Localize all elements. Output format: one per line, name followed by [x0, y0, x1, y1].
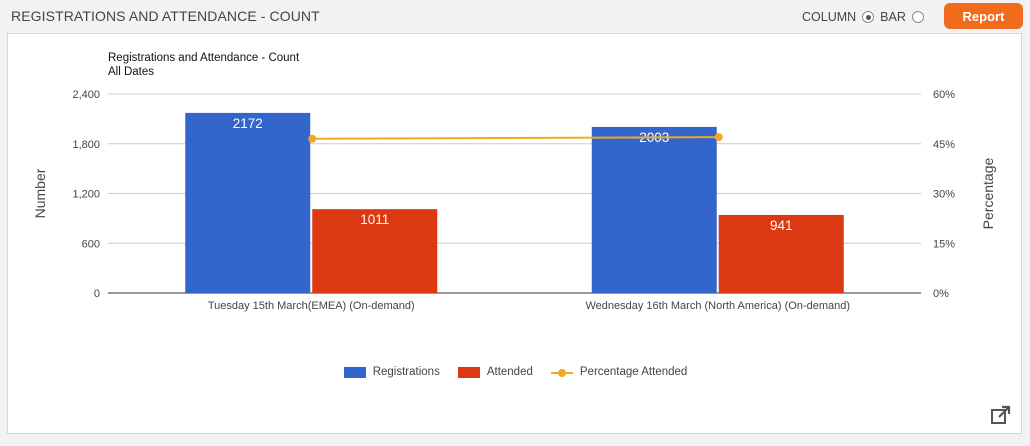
y2-tick-label: 45%	[933, 139, 955, 151]
line-point	[308, 134, 317, 143]
x-tick-label: Tuesday 15th March(EMEA) (On-demand)	[208, 300, 415, 312]
chart-subtitle: All Dates	[108, 66, 155, 78]
y-tick-label: 600	[82, 238, 100, 250]
legend-swatch	[550, 367, 573, 378]
bar-registrations	[185, 112, 311, 293]
legend-swatch	[457, 366, 480, 378]
report-button[interactable]: Report	[944, 3, 1023, 29]
bar-label: BAR	[880, 10, 906, 24]
chart-svg: 0 0% 600 15% 1,200 30% 1,800 45% 2,400 60% Number P…	[32, 89, 996, 312]
y2-axis-title: Percentage	[980, 157, 996, 229]
y-tick-label: 1,800	[72, 139, 100, 151]
bar-attended	[312, 209, 438, 293]
external-link-icon[interactable]	[990, 404, 1012, 426]
bar-data-label: 941	[770, 218, 793, 233]
chart-title: Registrations and Attendance - Count	[108, 52, 300, 64]
legend-swatch	[343, 366, 366, 378]
y-tick-label: 2,400	[72, 89, 100, 101]
legend-item[interactable]: Percentage Attended	[550, 366, 688, 378]
legend-label: Registrations	[372, 366, 440, 378]
y2-tick-label: 60%	[933, 89, 955, 101]
x-tick-label: Wednesday 16th March (North America) (On…	[585, 300, 850, 312]
chart-title-block: Registrations and Attendance - Count All…	[108, 51, 299, 79]
panel-title: REGISTRATIONS AND ATTENDANCE - COUNT	[11, 8, 320, 24]
column-label: COLUMN	[802, 10, 857, 24]
legend-item[interactable]: Attended	[457, 366, 533, 378]
legend-label: Attended	[486, 366, 533, 378]
bar-registrations	[591, 126, 717, 294]
line-series-percentage-attended	[312, 136, 719, 140]
y-tick-label: 0	[94, 288, 100, 300]
y2-tick-label: 30%	[933, 189, 955, 201]
bar-radio[interactable]	[911, 11, 924, 23]
y2-tick-label: 15%	[933, 238, 955, 250]
bar-data-label: 2172	[233, 116, 263, 131]
legend-label: Percentage Attended	[579, 366, 688, 378]
bar-attended	[718, 214, 844, 293]
view-toggle-group: COLUMN BAR	[802, 9, 930, 25]
chart-legend: Registrations Attended Percentage Attended	[8, 366, 1023, 378]
line-point	[714, 133, 723, 142]
chart-card: Registrations and Attendance - Count All…	[7, 33, 1022, 434]
column-radio[interactable]	[862, 11, 875, 23]
panel-header: REGISTRATIONS AND ATTENDANCE - COUNT COL…	[0, 0, 1030, 32]
bar-data-label: 1011	[360, 212, 389, 227]
y-tick-label: 1,200	[72, 189, 100, 201]
y2-tick-label: 0%	[933, 288, 949, 300]
legend-item[interactable]: Registrations	[343, 366, 440, 378]
y-axis-title: Number	[32, 168, 48, 218]
